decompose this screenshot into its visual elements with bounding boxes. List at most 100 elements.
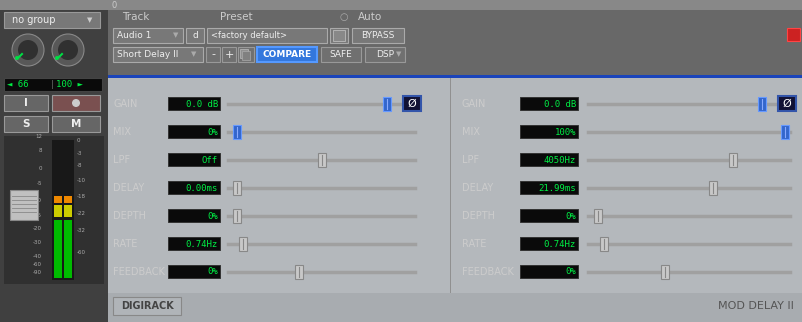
Text: Track: Track (122, 12, 149, 22)
Text: 0: 0 (112, 1, 117, 10)
Text: -32: -32 (77, 228, 86, 232)
Bar (365, 47, 405, 62)
Bar (352, 28, 404, 43)
Bar (730, 153, 738, 167)
Text: 0%: 0% (207, 128, 218, 137)
Bar (4, 116, 48, 132)
Bar (242, 51, 250, 60)
Text: <factory default>: <factory default> (211, 31, 287, 40)
Bar (168, 237, 220, 250)
Text: no group: no group (12, 15, 55, 25)
Text: MIX: MIX (113, 127, 131, 137)
Text: -60: -60 (33, 262, 42, 268)
Text: Off: Off (202, 156, 218, 165)
Bar (64, 220, 72, 278)
Text: 0.74Hz: 0.74Hz (186, 240, 218, 249)
Text: LPF: LPF (462, 155, 479, 165)
Text: DIGIRACK: DIGIRACK (120, 301, 173, 311)
Circle shape (18, 40, 38, 60)
Bar (520, 125, 578, 138)
Bar (520, 209, 578, 222)
Text: -3: -3 (77, 150, 83, 156)
Bar (295, 265, 303, 279)
Bar (168, 125, 220, 138)
Text: -60: -60 (77, 250, 86, 254)
Circle shape (52, 34, 84, 66)
Bar (0, 10, 108, 322)
Text: I: I (24, 98, 28, 108)
Bar (4, 12, 100, 28)
Bar (54, 205, 62, 217)
Text: Ø: Ø (407, 99, 416, 109)
Bar (333, 30, 345, 41)
Text: -8: -8 (77, 163, 83, 167)
Text: Audio 1: Audio 1 (117, 31, 152, 40)
Bar (240, 49, 248, 58)
Text: 0: 0 (38, 166, 42, 171)
Bar (168, 209, 220, 222)
Text: FEEDBACK: FEEDBACK (462, 267, 514, 277)
Text: 0.0 dB: 0.0 dB (544, 99, 576, 109)
Text: 100 ►: 100 ► (56, 80, 83, 89)
Text: ▼: ▼ (396, 52, 402, 58)
Text: DEPTH: DEPTH (113, 211, 146, 221)
Text: DELAY: DELAY (113, 183, 144, 193)
Text: +: + (225, 50, 233, 60)
Bar (4, 136, 104, 284)
Bar (520, 181, 578, 194)
Bar (52, 95, 100, 111)
Text: GAIN: GAIN (462, 99, 486, 109)
Circle shape (58, 40, 78, 60)
Bar (108, 75, 802, 78)
Bar (239, 237, 247, 251)
Text: RATE: RATE (462, 239, 486, 249)
Bar (233, 209, 241, 223)
Text: 0: 0 (77, 137, 80, 143)
Text: -10: -10 (77, 177, 86, 183)
Text: 8: 8 (38, 147, 42, 153)
Bar (52, 116, 100, 132)
Text: ○: ○ (340, 12, 348, 22)
Bar (207, 28, 327, 43)
Text: d: d (192, 31, 198, 40)
Text: 0%: 0% (565, 268, 576, 277)
Bar (4, 78, 102, 91)
Text: ▼: ▼ (87, 17, 93, 23)
Text: -: - (211, 50, 215, 60)
Text: 0.00ms: 0.00ms (186, 184, 218, 193)
Text: 4050Hz: 4050Hz (544, 156, 576, 165)
Text: 0.0 dB: 0.0 dB (186, 99, 218, 109)
Bar (0, 0, 802, 10)
Bar (330, 28, 348, 43)
Bar (520, 97, 578, 110)
Text: GAIN: GAIN (113, 99, 137, 109)
Text: COMPARE: COMPARE (262, 50, 311, 59)
Text: ▼: ▼ (192, 52, 196, 58)
Bar (403, 96, 421, 111)
Circle shape (15, 56, 19, 60)
Bar (108, 10, 802, 75)
Bar (787, 28, 800, 41)
Text: Auto: Auto (358, 12, 383, 22)
Text: DSP: DSP (376, 50, 394, 59)
Text: LPF: LPF (113, 155, 130, 165)
Text: -15: -15 (33, 213, 42, 217)
Text: DELAY: DELAY (462, 183, 493, 193)
Bar (321, 47, 361, 62)
Bar (168, 181, 220, 194)
Bar (168, 153, 220, 166)
Bar (600, 237, 608, 251)
Bar (113, 47, 203, 62)
Bar (709, 181, 717, 195)
Text: ◄ 66: ◄ 66 (7, 80, 29, 89)
Bar (594, 209, 602, 223)
Bar (450, 78, 451, 293)
Bar (661, 265, 669, 279)
Bar (206, 47, 220, 62)
Text: Short Delay II: Short Delay II (117, 50, 178, 59)
Text: FEEDBACK: FEEDBACK (113, 267, 165, 277)
Bar (318, 153, 326, 167)
Bar (10, 190, 38, 220)
Text: ▼: ▼ (173, 33, 179, 39)
Bar (781, 125, 789, 139)
